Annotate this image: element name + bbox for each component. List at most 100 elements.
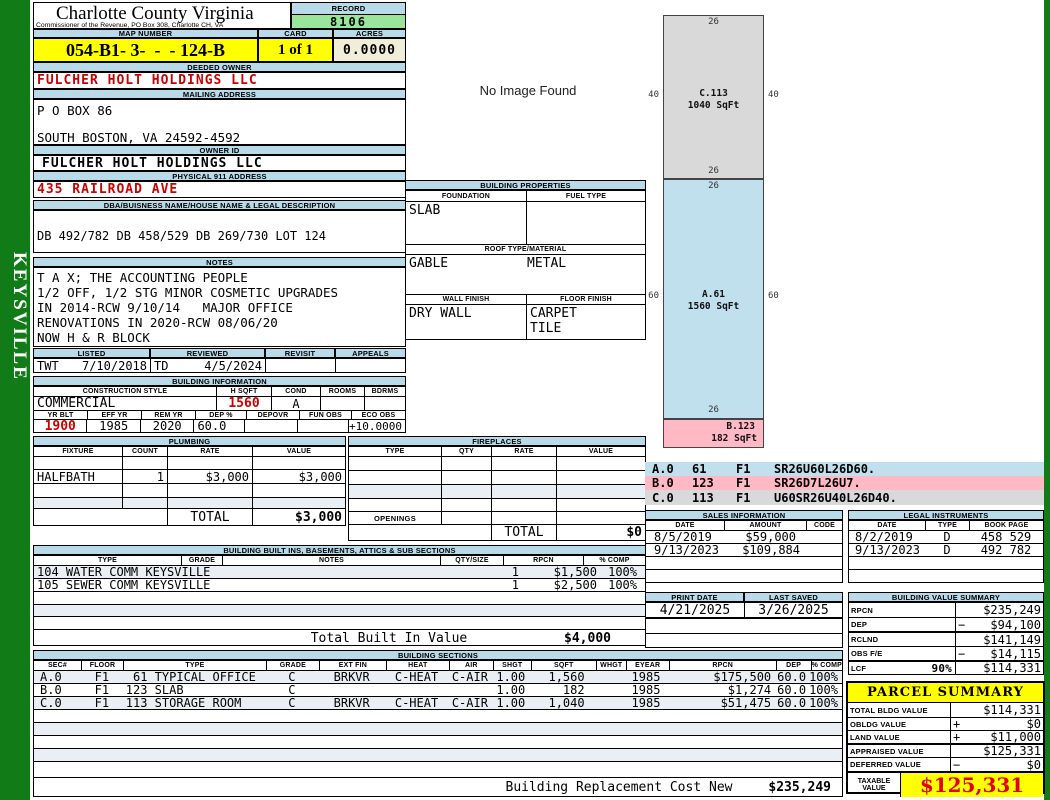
value: $125,331 (983, 744, 1041, 758)
legend-sec: A.0 (652, 462, 674, 476)
county-title: Charlotte County Virginia (56, 3, 254, 24)
funobs-value (296, 420, 349, 432)
dim-c-bottom: 26 (708, 166, 719, 176)
sketch-shape-b (663, 419, 764, 448)
legal-row: 9/13/2023 D 492 782 (849, 543, 1043, 557)
dep-label: DEP % (195, 411, 246, 419)
dim-a-top: 26 (708, 181, 719, 191)
record-value: 8106 (291, 15, 406, 29)
taxable-value-label: TAXABLE VALUE (857, 778, 891, 792)
acres-value: 0.0000 (333, 38, 406, 62)
legend-floor: F1 (736, 490, 751, 505)
sections-col-heat: HEAT (385, 661, 449, 670)
county-header-box: Charlotte County Virginia Commissioner o… (33, 2, 291, 29)
physical-address-text: 435 RAILROAD AVE (37, 182, 179, 197)
foundation-value: SLAB (409, 203, 441, 218)
empty-row (34, 591, 645, 604)
plumbing-col-rate: RATE (167, 447, 252, 456)
sketch-label-a: A.61 (702, 289, 725, 300)
yrblt-label: YR BLT (34, 411, 87, 419)
legend-sec: B.0 (652, 476, 674, 490)
fireplaces-label: FIREPLACES (348, 436, 646, 446)
physical-address-label: PHYSICAL 911 ADDRESS (33, 171, 406, 181)
depovr-value (244, 420, 297, 432)
sections-col-sec: SEC# (34, 661, 81, 670)
legend-floor: F1 (736, 462, 751, 476)
owner-id-value: FULCHER HOLT HOLDINGS LLC (33, 155, 406, 171)
building-information-label: BUILDING INFORMATION (33, 376, 406, 386)
sign: − (958, 617, 966, 632)
cond-label: COND (271, 387, 320, 396)
review-row: TWT 7/10/2018 TD 4/5/2024 (33, 358, 406, 373)
rcn-value: $235,249 (768, 780, 831, 795)
fireplaces-table: TYPE QTY RATE VALUE OPENINGS TOTAL $0 (348, 446, 646, 541)
sections-col-dep: DEP (775, 661, 811, 670)
parcel-row: TOTAL BLDG VALUE $114,331 (850, 703, 1041, 717)
empty-row (34, 722, 842, 735)
dim-c-top: 26 (708, 17, 719, 27)
legend-row-a: A.0 61 F1 SR26U60L26D60. (645, 462, 1044, 476)
plumbing-count: 1 (122, 470, 167, 484)
value: $0 (1026, 757, 1041, 772)
legend-code: 61 (692, 462, 707, 476)
fireplaces-col-qty: QTY (441, 447, 491, 456)
builtin-qty: 1 (511, 578, 519, 592)
reviewed-by: TD (154, 358, 169, 373)
remyr-label: REM YR (141, 411, 195, 419)
legal-col-type: TYPE (925, 521, 969, 530)
bdrms-value (364, 397, 405, 410)
value-summary-row: LCF 90% $114,331 (849, 660, 1043, 675)
rooms-value (320, 397, 364, 410)
legal-description-text: DB 492/782 DB 458/529 DB 269/730 LOT 124 (37, 229, 326, 243)
notes-line: T A X; THE ACCOUNTING PEOPLE (37, 270, 248, 285)
floor-finish-line2: TILE (530, 321, 562, 336)
floor-finish-value: CARPET TILE (526, 305, 645, 339)
depovr-label: DEPOVR (246, 411, 299, 419)
value-summary-label: BUILDING VALUE SUMMARY (848, 592, 1044, 602)
empty-row (34, 735, 842, 748)
reviewed-date: 4/5/2024 (204, 358, 262, 373)
builtin-row: 105 SEWER COMM KEYSVILLE 1 $2,500 100% (34, 578, 645, 592)
mailing-line2: SOUTH BOSTON, VA 24592-4592 (37, 130, 241, 145)
builtins-total-label: Total Built In Value (310, 630, 468, 646)
dim-a-left: 60 (648, 291, 659, 301)
legend-sec: C.0 (652, 490, 674, 505)
hsqft-value: 1560 (216, 396, 271, 411)
sketch-label-b: B.123 (726, 421, 755, 432)
map-number-label: MAP NUMBER (33, 29, 258, 38)
rooms-label: ROOMS (320, 387, 364, 396)
legal-label: LEGAL INSTRUMENTS (848, 510, 1044, 520)
value: $0 (1026, 717, 1041, 731)
deeded-owner-value: FULCHER HOLT HOLDINGS LLC (33, 72, 406, 89)
parcel-summary-title: PARCEL SUMMARY (848, 683, 1043, 703)
builtins-col-grade: GRADE (181, 556, 222, 565)
listed-label: LISTED (33, 348, 150, 358)
owner-id-label: OWNER ID (33, 145, 406, 155)
sales-col-amount: AMOUNT (724, 521, 806, 530)
bdrms-label: BDRMS (364, 387, 405, 396)
plumbing-fixture: HALFBATH (37, 469, 95, 484)
plumbing-rate: $3,000 (167, 470, 252, 484)
card-value: 1 of 1 (258, 38, 333, 62)
sign: + (953, 717, 961, 731)
empty-row (34, 709, 842, 722)
legal-table: DATE TYPE BOOK PAGE 8/2/2019 D 458 529 9… (848, 520, 1044, 583)
sign: − (958, 646, 966, 661)
builtins-total-value: $4,000 (564, 630, 611, 646)
builtin-type: 104 WATER COMM KEYSVILLE (37, 565, 211, 579)
roof-material-value: METAL (527, 256, 567, 271)
sections-label: BUILDING SECTIONS (33, 650, 843, 660)
builtin-comp: 100% (608, 578, 637, 592)
right-green-bar (1044, 0, 1050, 800)
dim-c-left: 40 (648, 90, 659, 100)
plumbing-col-fixture: FIXTURE (34, 447, 122, 456)
sale-row: 8/5/2019 $59,000 (646, 530, 842, 544)
plumbing-total-label: TOTAL (167, 509, 252, 525)
empty-row (349, 484, 645, 498)
fireplaces-col-rate: RATE (491, 447, 556, 456)
plumbing-col-value: VALUE (252, 447, 345, 456)
parcel-row: OBLDG VALUE + $0 (848, 717, 1043, 731)
empty-row (34, 616, 645, 629)
empty-row (646, 569, 842, 582)
sections-col-air: AIR (448, 661, 493, 670)
